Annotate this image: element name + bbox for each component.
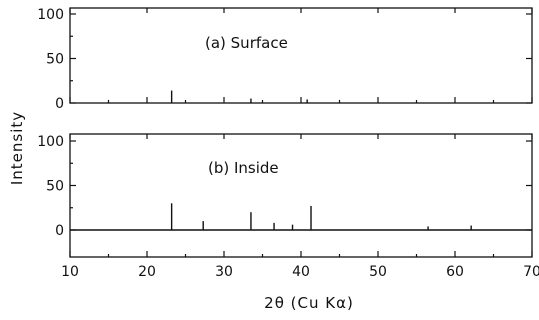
x-tick-label: 70 xyxy=(523,264,539,280)
x-tick-label: 50 xyxy=(369,264,387,280)
panel-b-title: (b) Inside xyxy=(208,159,279,177)
panel-b-y-tick-label: 0 xyxy=(55,223,64,239)
x-tick-label: 20 xyxy=(138,264,156,280)
panel-a-y-tick-label: 50 xyxy=(46,52,64,68)
x-axis-label: 2θ (Cu Kα) xyxy=(264,294,354,312)
y-axis-label: Intensity xyxy=(8,111,26,185)
panel-a-title: (a) Surface xyxy=(205,34,288,52)
panel-a: (a) Surface 0 50 100 xyxy=(37,7,533,112)
x-tick-label: 30 xyxy=(215,264,233,280)
panel-b-y-tick-label: 50 xyxy=(46,179,64,195)
panel-b-ticks: 0 50 100 xyxy=(37,134,533,257)
panel-a-y-tick-label: 100 xyxy=(37,7,64,23)
x-tick-label: 40 xyxy=(292,264,310,280)
panel-a-peaks xyxy=(170,90,308,103)
panel-b-peaks xyxy=(170,203,472,230)
x-tick-label: 10 xyxy=(61,264,79,280)
panel-b: (b) Inside 0 50 100 xyxy=(37,133,533,258)
panel-b-frame xyxy=(69,133,533,258)
panel-b-y-tick-label: 100 xyxy=(37,134,64,150)
x-tick-labels: 10 20 30 40 50 60 70 xyxy=(61,264,539,280)
panel-a-frame xyxy=(69,7,533,104)
panel-a-ticks: 0 50 100 xyxy=(37,7,533,112)
panel-a-y-tick-label: 0 xyxy=(55,96,64,112)
x-tick-label: 60 xyxy=(446,264,464,280)
